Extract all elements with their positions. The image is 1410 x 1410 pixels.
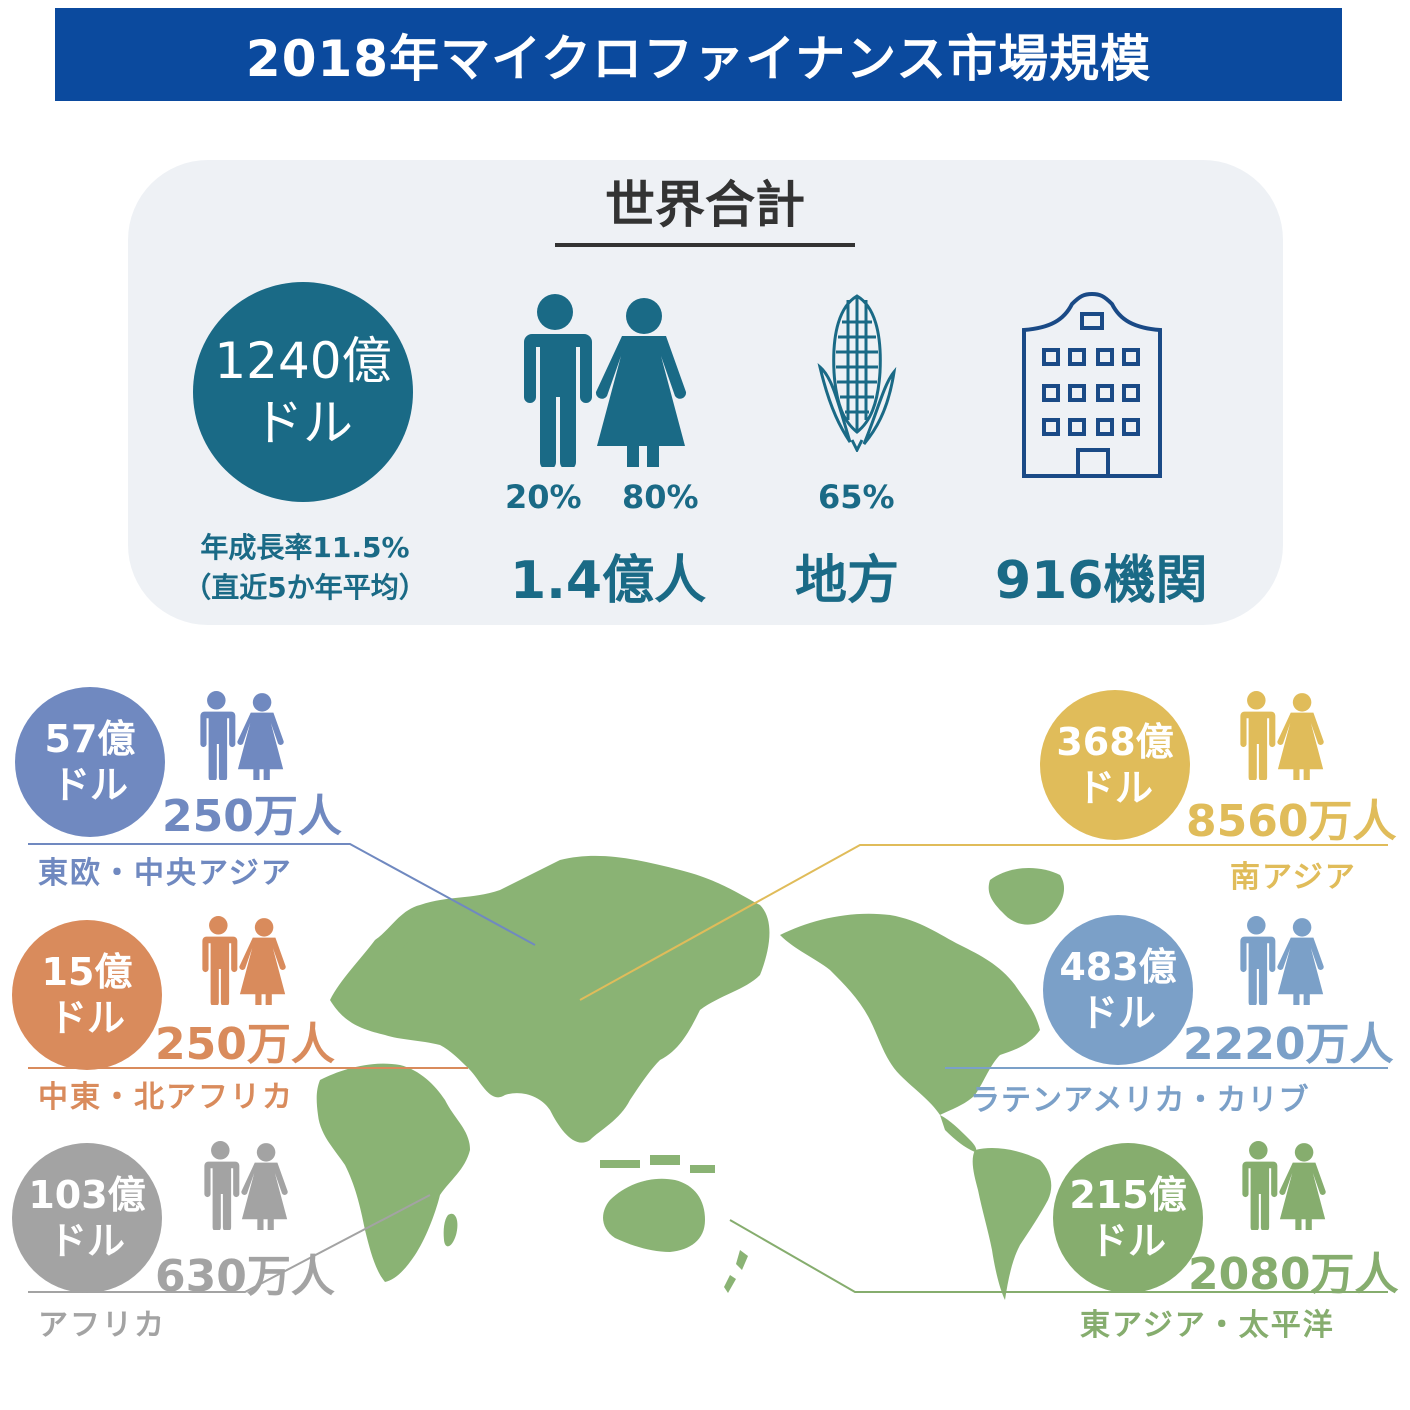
region-mena-borrowers: 250万人 xyxy=(155,1019,335,1070)
region-amount-value: 15億 xyxy=(41,950,133,994)
region-amount-value: 57億 xyxy=(44,717,136,761)
corn-icon xyxy=(817,294,897,452)
rural-percentage: 65% xyxy=(818,478,895,516)
region-eeca-amount: 57億 ドル xyxy=(15,687,165,837)
region-amount-unit: ドル xyxy=(48,1219,125,1263)
region-amount-value: 368億 xyxy=(1056,720,1174,764)
region-amount-value: 483億 xyxy=(1059,945,1177,989)
world-heading: 世界合計 xyxy=(605,176,805,234)
man-woman-icon xyxy=(1242,1141,1326,1230)
region-amount-unit: ドル xyxy=(1089,1219,1166,1263)
region-south-asia-borrowers: 8560万人 xyxy=(1186,796,1397,847)
region-africa-amount: 103億 ドル xyxy=(12,1143,162,1293)
region-mena-amount: 15億 ドル xyxy=(12,920,162,1070)
region-eap-name: 東アジア・太平洋 xyxy=(1080,1308,1335,1343)
region-amount-value: 215億 xyxy=(1069,1173,1187,1217)
region-eap-amount: 215億 ドル xyxy=(1053,1143,1203,1293)
region-eeca-borrowers: 250万人 xyxy=(162,791,342,842)
region-south-asia-name: 南アジア xyxy=(1230,860,1357,895)
rural-label: 地方 xyxy=(795,551,900,611)
growth-rate-note: （直近5か年平均） xyxy=(183,571,427,604)
female-percentage: 80% xyxy=(622,478,699,516)
heading-underline xyxy=(555,243,855,247)
region-amount-unit: ドル xyxy=(1076,766,1153,810)
page-title: 2018年マイクロファイナンス市場規模 xyxy=(55,8,1342,101)
region-south-asia-amount: 368億 ドル xyxy=(1040,690,1190,840)
man-woman-icon xyxy=(524,294,687,467)
region-amount-unit: ドル xyxy=(51,763,128,807)
region-amount-unit: ドル xyxy=(1079,991,1156,1035)
total-amount-circle: 1240億 ドル xyxy=(193,282,413,502)
institutions-count: 916機関 xyxy=(995,551,1208,611)
growth-rate: 年成長率11.5% （直近5か年平均） xyxy=(150,528,460,608)
man-woman-icon xyxy=(200,691,284,780)
region-latam-borrowers: 2220万人 xyxy=(1183,1019,1394,1070)
region-latam-amount: 483億 ドル xyxy=(1043,915,1193,1065)
man-woman-icon xyxy=(1240,916,1324,1005)
region-amount-value: 103億 xyxy=(28,1173,146,1217)
growth-rate-value: 年成長率11.5% xyxy=(200,531,410,564)
region-latam-name: ラテンアメリカ・カリブ xyxy=(970,1083,1310,1118)
region-eap-borrowers: 2080万人 xyxy=(1188,1249,1399,1300)
man-woman-icon xyxy=(202,916,286,1005)
man-woman-icon xyxy=(204,1141,288,1230)
region-mena-name: 中東・北アフリカ xyxy=(38,1080,294,1115)
male-percentage: 20% xyxy=(505,478,582,516)
region-africa-name: アフリカ xyxy=(38,1308,166,1343)
region-amount-unit: ドル xyxy=(48,996,125,1040)
borrowers-total: 1.4億人 xyxy=(510,551,707,611)
total-amount: 1240億 xyxy=(214,332,392,390)
total-unit: ドル xyxy=(253,394,353,452)
region-africa-borrowers: 630万人 xyxy=(155,1251,335,1302)
region-eeca-name: 東欧・中央アジア xyxy=(38,856,293,891)
building-icon xyxy=(1022,291,1162,478)
man-woman-icon xyxy=(1240,691,1324,780)
